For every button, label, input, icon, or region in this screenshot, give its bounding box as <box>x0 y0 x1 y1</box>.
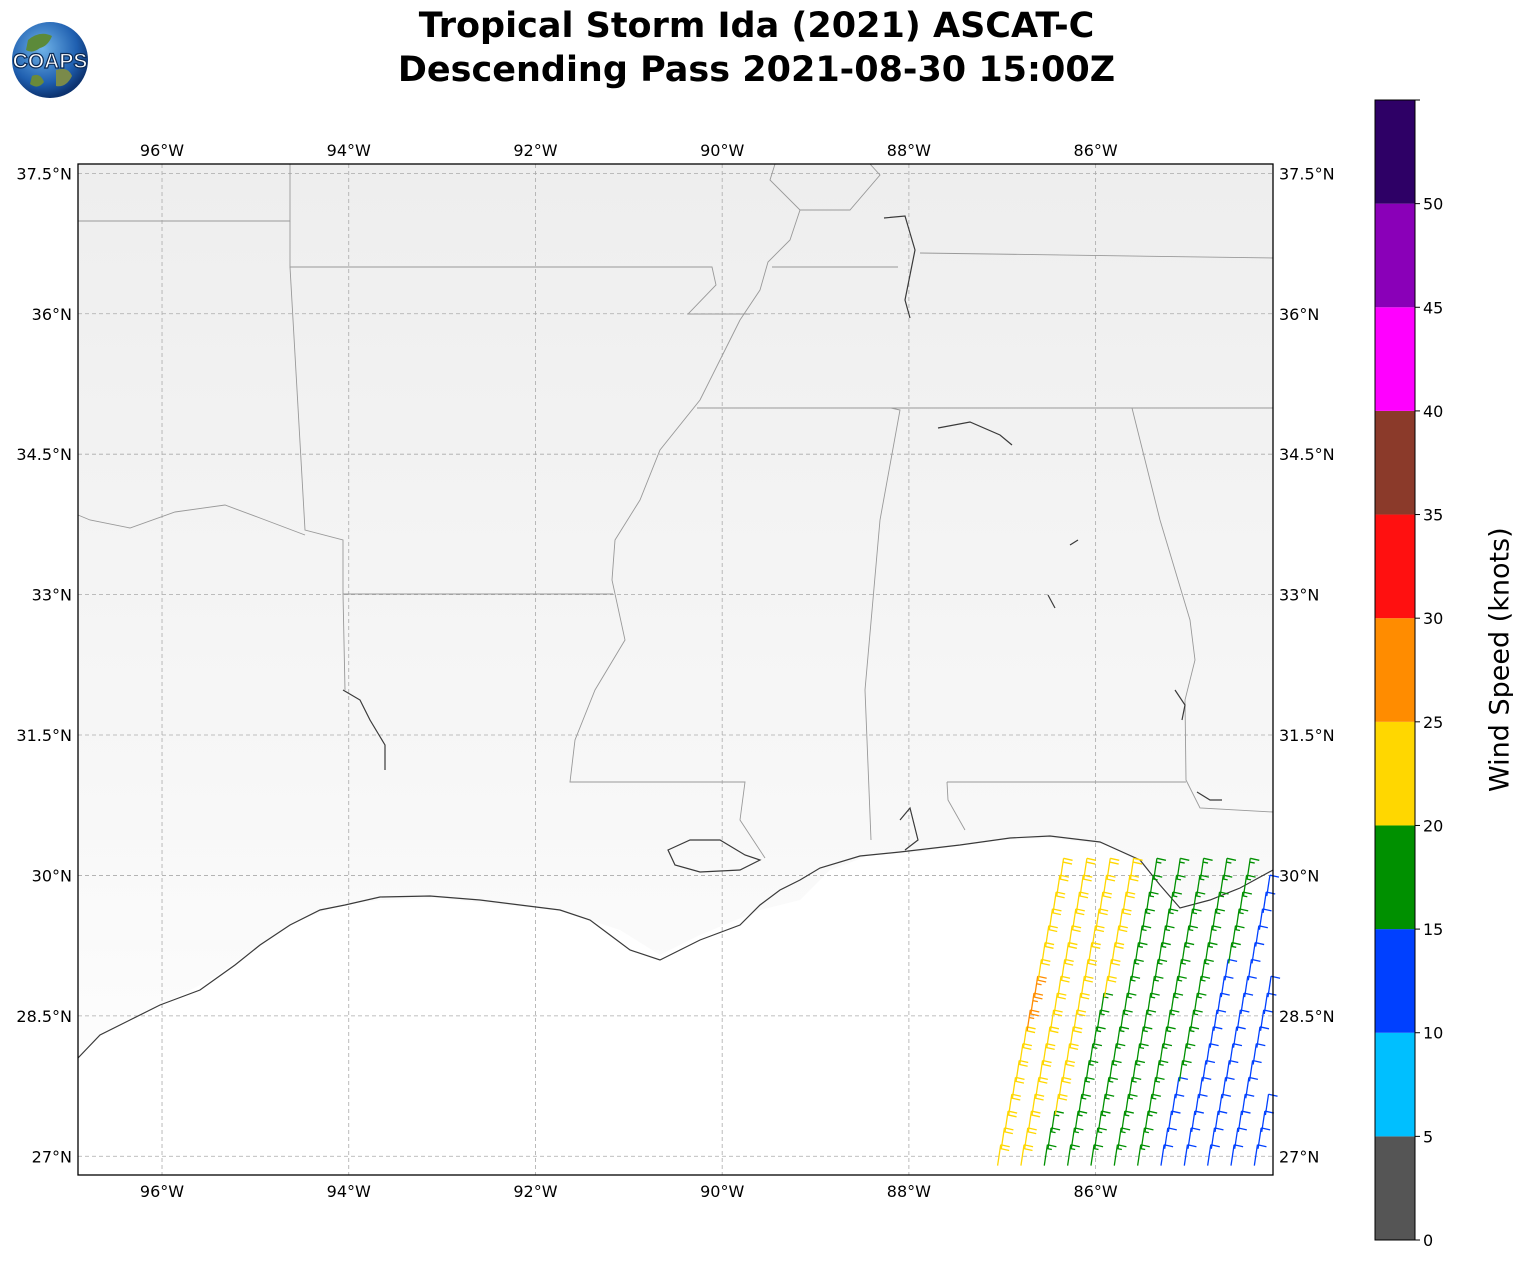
lat-tick-label-right: 27°N <box>1279 1147 1319 1166</box>
lon-tick-label-bottom: 96°W <box>140 1182 184 1201</box>
wind-barbs <box>996 857 1281 1166</box>
coastline-segment <box>1069 539 1079 546</box>
colorbar-tick-label: 45 <box>1423 298 1443 317</box>
colorbar-tick-label: 15 <box>1423 920 1443 939</box>
colorbar-bin <box>1375 307 1415 411</box>
colorbar-tick-label: 10 <box>1423 1024 1443 1043</box>
state-border <box>569 163 801 859</box>
axis-ticks: 96°W 96°W 94°W 94°W 92°W 92°W 90°W 90°W 88°W 88°W… <box>16 141 1334 1201</box>
wind-barb <box>1059 857 1073 880</box>
lon-tick-label-bottom: 92°W <box>513 1182 557 1201</box>
colorbar-tick-label: 20 <box>1423 816 1443 835</box>
colorbar-bin <box>1375 721 1415 826</box>
globe-logo-icon: COAPS <box>12 22 88 98</box>
lon-tick-label-top: 92°W <box>513 141 557 160</box>
colorbar-tick-label: 35 <box>1423 506 1443 525</box>
lon-tick-label-top: 94°W <box>327 141 371 160</box>
title-line-2: Descending Pass 2021-08-30 15:00Z <box>397 50 1116 90</box>
state-border <box>864 407 901 841</box>
colorbar: 0 5 10 15 20 25 30 35 40 45 50 <box>1374 99 1443 1250</box>
lon-tick-label-top: 86°W <box>1074 141 1118 160</box>
state-border <box>77 504 306 536</box>
colorbar-bin <box>1375 203 1415 308</box>
coastline <box>77 215 1274 1059</box>
colorbar-bin <box>1375 514 1415 619</box>
coastline-segment <box>899 806 919 851</box>
colorbar-bin <box>1375 100 1415 204</box>
state-border <box>289 266 613 595</box>
lat-tick-label-right: 34.5°N <box>1279 445 1335 464</box>
colorbar-tick-label: 5 <box>1423 1127 1433 1146</box>
wind-barb <box>1030 992 1044 1015</box>
lat-tick-label-left: 27°N <box>32 1147 72 1166</box>
gulf-of-mexico <box>78 838 1273 1175</box>
wind-barb <box>1129 857 1143 880</box>
state-border <box>289 221 750 315</box>
state-borders <box>77 163 1274 859</box>
state-border <box>800 163 881 211</box>
colorbar-bin <box>1375 1032 1415 1137</box>
wind-barb <box>1246 857 1260 880</box>
lon-tick-label-bottom: 88°W <box>887 1182 931 1201</box>
wind-barb <box>1153 857 1167 880</box>
colorbar-bin <box>1375 929 1415 1033</box>
lat-tick-label-right: 36°N <box>1279 305 1319 324</box>
colorbar-tick-label: 50 <box>1423 195 1443 214</box>
lat-tick-label-left: 34.5°N <box>16 445 72 464</box>
lon-tick-label-top: 90°W <box>700 141 744 160</box>
lon-tick-label-top: 88°W <box>887 141 931 160</box>
coastline-segment <box>342 689 386 770</box>
coastline-segment <box>1174 689 1186 721</box>
state-border <box>342 593 346 691</box>
wind-barb <box>1083 857 1097 880</box>
coastline-segment <box>667 839 762 873</box>
coastline-segment <box>1047 594 1056 609</box>
colorbar-bin <box>1375 410 1415 515</box>
state-border <box>946 781 966 831</box>
map-background <box>78 164 1273 1175</box>
coastline-segment <box>883 215 916 319</box>
lat-tick-label-left: 33°N <box>32 586 72 605</box>
colorbar-tick-label: 30 <box>1423 609 1443 628</box>
wind-barb <box>1199 857 1213 880</box>
lat-tick-label-right: 37.5°N <box>1279 164 1335 183</box>
lat-tick-label-left: 30°N <box>32 866 72 885</box>
map-frame <box>77 163 1274 1176</box>
colorbar-tick-label: 25 <box>1423 713 1443 732</box>
lat-tick-label-left: 28.5°N <box>16 1007 72 1026</box>
colorbar-bin <box>1375 825 1415 930</box>
logo-text: COAPS <box>13 50 88 73</box>
graticule <box>78 164 1273 1175</box>
colorbar-tick-label: 0 <box>1423 1231 1433 1250</box>
lat-tick-label-right: 30°N <box>1279 866 1319 885</box>
colorbar-frame <box>1374 99 1416 1241</box>
title-line-1: Tropical Storm Ida (2021) ASCAT-C <box>418 6 1095 46</box>
wind-barb <box>1223 857 1237 880</box>
lat-tick-label-left: 36°N <box>32 305 72 324</box>
colorbar-bin <box>1375 1136 1415 1240</box>
wind-barb <box>1266 874 1280 897</box>
lat-tick-label-left: 31.5°N <box>16 726 72 745</box>
colorbar-label: Wind Speed (knots) <box>1484 527 1513 792</box>
lat-tick-label-left: 37.5°N <box>16 164 72 183</box>
coastline-segment <box>77 835 1274 1059</box>
colorbar-bin <box>1375 618 1415 722</box>
wind-barb <box>1033 975 1047 998</box>
lat-tick-label-right: 28.5°N <box>1279 1007 1335 1026</box>
lon-tick-label-bottom: 94°W <box>327 1182 371 1201</box>
wind-barb <box>1176 857 1190 880</box>
lon-tick-label-top: 96°W <box>140 141 184 160</box>
lon-tick-label-bottom: 90°W <box>700 1182 744 1201</box>
lon-tick-label-bottom: 86°W <box>1074 1182 1118 1201</box>
lat-tick-label-right: 31.5°N <box>1279 726 1335 745</box>
chart-title: Tropical Storm Ida (2021) ASCAT-C Descen… <box>0 4 1513 92</box>
coastline-segment <box>937 421 1013 446</box>
colorbar-tick-label: 40 <box>1423 402 1443 421</box>
state-border <box>919 252 1274 259</box>
state-border <box>1131 407 1274 813</box>
lat-tick-label-right: 33°N <box>1279 586 1319 605</box>
wind-barb <box>1106 857 1120 880</box>
coastline-segment <box>1196 791 1222 801</box>
